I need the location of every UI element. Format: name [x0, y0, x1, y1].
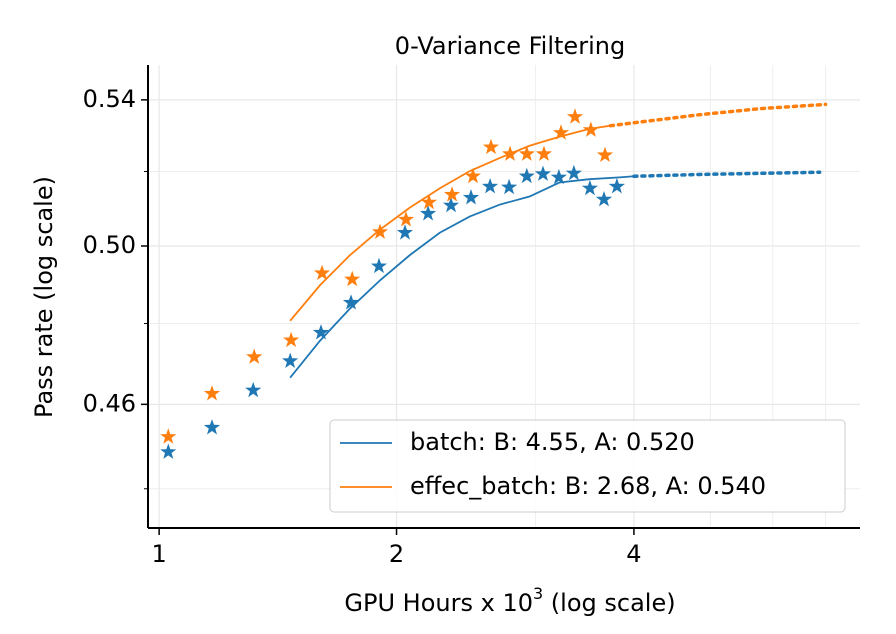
point: [246, 348, 263, 364]
point: [372, 223, 389, 239]
chart-title: 0-Variance Filtering: [395, 32, 625, 60]
point: [160, 428, 177, 444]
point: [550, 168, 567, 185]
point: [396, 224, 414, 240]
point: [420, 205, 437, 221]
y-tick-label: 0.46: [83, 389, 136, 417]
x-tick-label: 4: [626, 540, 641, 568]
point: [482, 178, 499, 194]
extrapolation-line: [632, 170, 822, 179]
y-tick-label: 0.54: [83, 85, 136, 113]
point: [312, 324, 329, 340]
extrapolation-line: [608, 102, 828, 128]
x-label-suffix: (log scale): [543, 589, 675, 617]
fit-line: [289, 124, 611, 322]
point: [596, 146, 614, 162]
point: [518, 167, 535, 184]
x-tick-label: 2: [389, 540, 404, 568]
point: [581, 179, 598, 196]
point: [342, 294, 360, 310]
x-tick-label: 1: [151, 540, 166, 568]
point: [501, 178, 518, 195]
point: [566, 108, 584, 124]
point: [203, 419, 221, 435]
point: [534, 165, 551, 181]
point: [482, 138, 500, 155]
point: [370, 257, 387, 274]
point: [344, 270, 361, 287]
point: [283, 331, 300, 348]
fit-line: [289, 175, 634, 379]
point: [565, 164, 582, 181]
point: [518, 145, 535, 161]
x-label-exponent: 3: [533, 584, 543, 603]
point: [313, 264, 331, 280]
point: [552, 124, 570, 140]
point: [282, 352, 299, 368]
x-label-text: GPU Hours x 10: [344, 589, 533, 617]
x-axis-label: GPU Hours x 103 (log scale): [344, 584, 675, 618]
point: [160, 443, 177, 459]
point: [582, 121, 599, 137]
point: [464, 167, 481, 184]
point: [608, 178, 625, 194]
point: [502, 145, 519, 161]
legend-label: batch: B: 4.55, A: 0.520: [410, 428, 695, 456]
point: [203, 385, 221, 401]
point: [442, 196, 460, 213]
point: [444, 186, 461, 202]
legend-label: effec_batch: B: 2.68, A: 0.540: [410, 472, 766, 500]
y-axis-label: Pass rate (log scale): [30, 176, 58, 418]
point: [595, 191, 613, 207]
point: [245, 381, 262, 398]
point: [462, 189, 480, 205]
point: [535, 145, 552, 161]
legend-box: [329, 419, 846, 513]
point: [397, 211, 415, 227]
point: [420, 193, 438, 210]
y-tick-label: 0.50: [83, 231, 136, 259]
